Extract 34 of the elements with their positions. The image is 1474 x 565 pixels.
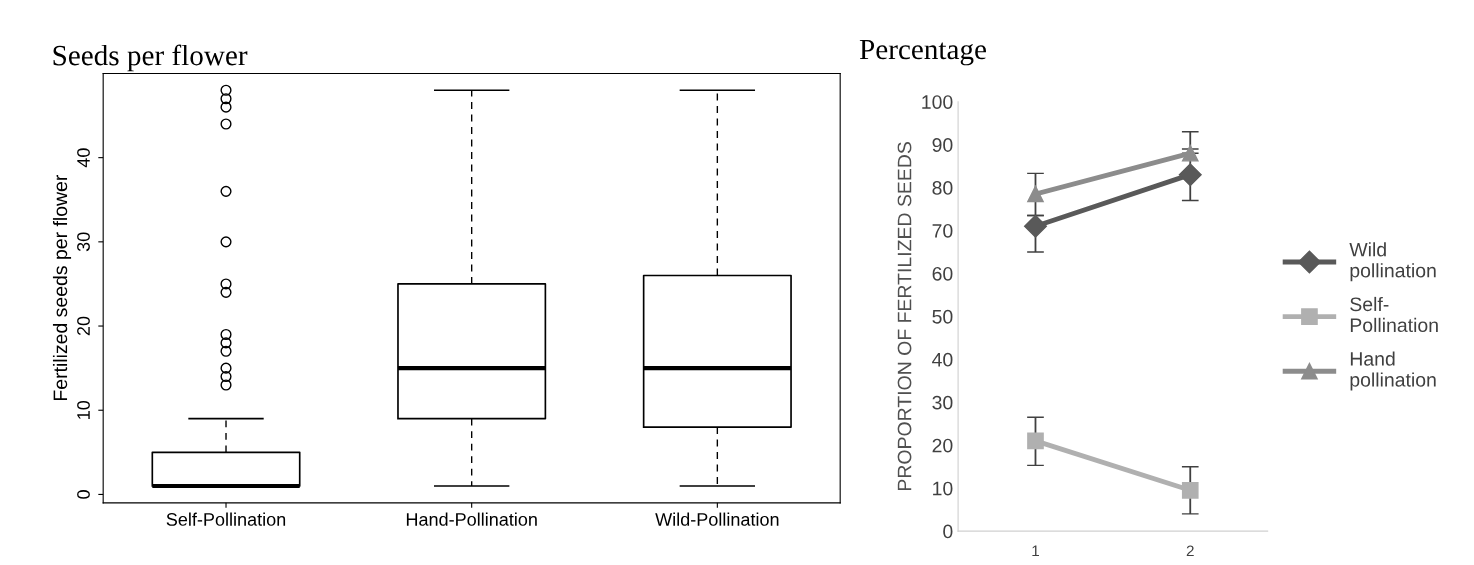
legend-label: Self-Pollination <box>1350 296 1438 333</box>
y-tick-label: 20 <box>77 316 90 336</box>
x-tick-label: Hand-Pollination <box>406 512 537 526</box>
y-tick-label: 60 <box>932 266 953 281</box>
x-tick-label: 2 <box>1186 545 1194 557</box>
y-tick-label: 30 <box>932 395 953 410</box>
y-axis-title: Fertilized seeds per flower <box>52 174 72 401</box>
point <box>1178 163 1202 187</box>
point <box>1181 481 1199 499</box>
y-tick-label: 40 <box>77 148 90 168</box>
x-tick-label: Self-Pollination <box>166 512 286 526</box>
chart-title: Seeds per flower <box>53 44 248 72</box>
y-tick-label: 10 <box>933 481 953 496</box>
legend-label: Wild pollination <box>1349 242 1436 282</box>
point <box>1027 432 1044 450</box>
x-tick-label: Wild-Pollination <box>655 512 779 526</box>
y-tick-label: 80 <box>932 181 953 195</box>
point <box>1023 214 1047 238</box>
point <box>1181 144 1199 162</box>
y-axis-title: PROPORTION OF FERTILIZED SEEDS <box>897 142 912 491</box>
legend-label: Hand pollination <box>1350 351 1436 391</box>
y-tick-label: 40 <box>932 352 953 367</box>
chart-title: Percentage <box>859 39 986 66</box>
y-tick-label: 0 <box>943 524 953 539</box>
y-tick-label: 0 <box>77 490 90 499</box>
x-tick-label: 1 <box>1032 545 1039 557</box>
y-tick-label: 20 <box>932 438 953 453</box>
y-tick-label: 90 <box>932 138 953 152</box>
y-tick-label: 50 <box>932 309 953 324</box>
point <box>1027 185 1044 203</box>
y-tick-label: 10 <box>77 400 90 419</box>
y-tick-label: 70 <box>932 223 953 238</box>
y-tick-label: 30 <box>77 232 90 252</box>
y-tick-label: 100 <box>922 95 953 109</box>
